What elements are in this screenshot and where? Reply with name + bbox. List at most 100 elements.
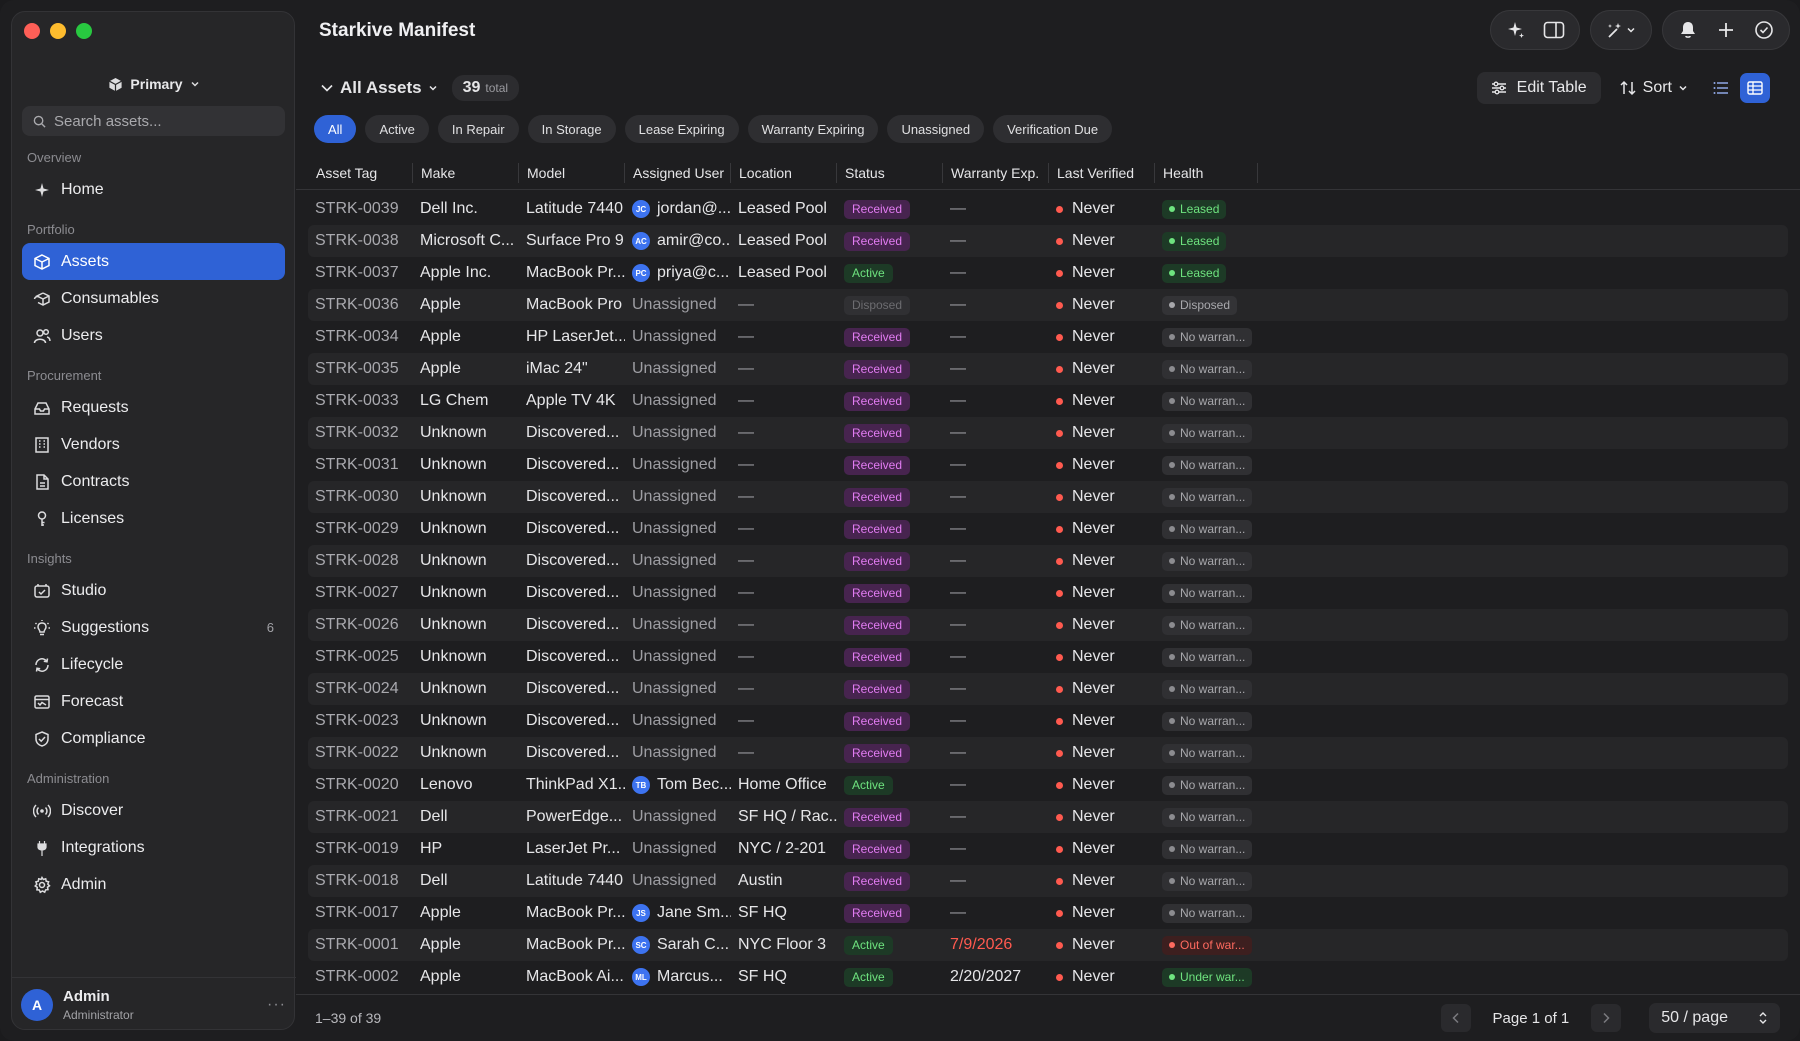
table-row[interactable]: STRK-0029 Unknown Discovered... Unassign…	[308, 513, 1788, 545]
sidebar-item-licenses[interactable]: Licenses	[22, 500, 285, 537]
user-profile[interactable]: A Admin Administrator ···	[12, 977, 296, 1031]
table-row[interactable]: STRK-0034 Apple HP LaserJet... Unassigne…	[308, 321, 1788, 353]
health-badge: No warran...	[1162, 743, 1253, 763]
filter-chip-in-repair[interactable]: In Repair	[437, 115, 519, 143]
sidebar-item-vendors[interactable]: Vendors	[22, 426, 285, 463]
filter-chip-warranty-expiring[interactable]: Warranty Expiring	[747, 115, 879, 143]
table-row[interactable]: STRK-0018 Dell Latitude 7440 Unassigned …	[308, 865, 1788, 897]
tasks-button[interactable]	[1747, 14, 1781, 46]
column-header-assigned-user[interactable]: Assigned User	[625, 163, 731, 183]
filter-chip-unassigned[interactable]: Unassigned	[887, 115, 985, 143]
sidebar-item-integrations[interactable]: Integrations	[22, 829, 285, 866]
toggle-panel-button[interactable]	[1537, 14, 1571, 46]
table-row[interactable]: STRK-0037 Apple Inc. MacBook Pr... PC pr…	[308, 257, 1788, 289]
notifications-button[interactable]	[1671, 14, 1705, 46]
assigned-user-cell: Unassigned	[625, 520, 731, 538]
table-row[interactable]: STRK-0036 Apple MacBook Pro Unassigned —…	[308, 289, 1788, 321]
per-page-select[interactable]: 50 / page	[1649, 1003, 1780, 1033]
table-row[interactable]: STRK-0039 Dell Inc. Latitude 7440 JC jor…	[308, 193, 1788, 225]
workspace-switcher[interactable]: Primary	[12, 76, 296, 92]
table-row[interactable]: STRK-0028 Unknown Discovered... Unassign…	[308, 545, 1788, 577]
sidebar-item-lifecycle[interactable]: Lifecycle	[22, 646, 285, 683]
filter-chip-in-storage[interactable]: In Storage	[527, 115, 616, 143]
table-row[interactable]: STRK-0031 Unknown Discovered... Unassign…	[308, 449, 1788, 481]
asset-tag: STRK-0022	[315, 744, 399, 761]
health-cell: No warran...	[1155, 487, 1258, 507]
sidebar-item-requests[interactable]: Requests	[22, 389, 285, 426]
sidebar-item-assets[interactable]: Assets	[22, 243, 285, 280]
table-row[interactable]: STRK-0002 Apple MacBook Ai... ML Marcus.…	[308, 961, 1788, 993]
assigned-user-cell: Unassigned	[625, 584, 731, 602]
minimize-window-button[interactable]	[50, 23, 66, 39]
next-page-button[interactable]	[1591, 1004, 1622, 1032]
health-badge: Disposed	[1162, 295, 1238, 315]
column-header-warranty-exp[interactable]: Warranty Exp.	[943, 163, 1049, 183]
location-cell: Leased Pool	[738, 200, 827, 217]
table-view-button[interactable]	[1740, 73, 1770, 103]
health-badge: No warran...	[1162, 551, 1253, 571]
assigned-user-name: Unassigned	[632, 872, 717, 889]
table-row[interactable]: STRK-0021 Dell PowerEdge... Unassigned S…	[308, 801, 1788, 833]
sidebar-item-suggestions[interactable]: Suggestions 6	[22, 609, 285, 646]
magic-wand-menu-button[interactable]	[1599, 14, 1643, 46]
column-header-location[interactable]: Location	[731, 163, 837, 183]
sidebar-item-label: Licenses	[61, 509, 125, 527]
prev-page-button[interactable]	[1440, 1004, 1471, 1032]
column-header-make[interactable]: Make	[413, 163, 519, 183]
column-header-last-verified[interactable]: Last Verified	[1049, 163, 1155, 183]
health-badge: No warran...	[1162, 903, 1253, 923]
sidebar-item-contracts[interactable]: Contracts	[22, 463, 285, 500]
filter-chip-lease-expiring[interactable]: Lease Expiring	[624, 115, 739, 143]
table-row[interactable]: STRK-0023 Unknown Discovered... Unassign…	[308, 705, 1788, 737]
sidebar-item-home[interactable]: Home	[22, 171, 285, 208]
table-row[interactable]: STRK-0022 Unknown Discovered... Unassign…	[308, 737, 1788, 769]
window-controls	[24, 23, 92, 39]
table-row[interactable]: STRK-0027 Unknown Discovered... Unassign…	[308, 577, 1788, 609]
table-row[interactable]: STRK-0033 LG Chem Apple TV 4K Unassigned…	[308, 385, 1788, 417]
table-row[interactable]: STRK-0035 Apple iMac 24" Unassigned — Re…	[308, 353, 1788, 385]
column-header-asset-tag[interactable]: Asset Tag	[308, 163, 413, 183]
sidebar-item-studio[interactable]: Studio	[22, 572, 285, 609]
asset-tag: STRK-0028	[315, 552, 399, 569]
last-verified-cell: Never	[1049, 424, 1155, 442]
table-row[interactable]: STRK-0017 Apple MacBook Pr... JS Jane Sm…	[308, 897, 1788, 929]
table-row[interactable]: STRK-0020 Lenovo ThinkPad X1... TB Tom B…	[308, 769, 1788, 801]
view-selector[interactable]: All Assets	[320, 78, 438, 98]
column-header-status[interactable]: Status	[837, 163, 943, 183]
sidebar-item-admin[interactable]: Admin	[22, 866, 285, 903]
sidebar-item-compliance[interactable]: Compliance	[22, 720, 285, 757]
list-view-button[interactable]	[1706, 73, 1736, 103]
more-options-icon[interactable]: ···	[267, 996, 286, 1013]
sidebar-item-consumables[interactable]: Consumables	[22, 280, 285, 317]
zoom-window-button[interactable]	[76, 23, 92, 39]
assigned-user-name: Unassigned	[632, 744, 717, 761]
filter-chip-all[interactable]: All	[314, 115, 357, 143]
table-row[interactable]: STRK-0024 Unknown Discovered... Unassign…	[308, 673, 1788, 705]
table-row[interactable]: STRK-0001 Apple MacBook Pr... SC Sarah C…	[308, 929, 1788, 961]
sidebar-item-users[interactable]: Users	[22, 317, 285, 354]
sidebar-item-discover[interactable]: Discover	[22, 792, 285, 829]
health-label: No warran...	[1180, 874, 1246, 888]
table-row[interactable]: STRK-0026 Unknown Discovered... Unassign…	[308, 609, 1788, 641]
table-row[interactable]: STRK-0025 Unknown Discovered... Unassign…	[308, 641, 1788, 673]
last-verified-cell: Never	[1049, 904, 1155, 922]
unverified-dot	[1056, 685, 1063, 693]
ai-sparkle-button[interactable]	[1499, 14, 1533, 46]
table-row[interactable]: STRK-0030 Unknown Discovered... Unassign…	[308, 481, 1788, 513]
filter-chip-active[interactable]: Active	[365, 115, 429, 143]
sidebar-item-forecast[interactable]: Forecast	[22, 683, 285, 720]
health-dot	[1169, 398, 1175, 404]
last-verified-value: Never	[1072, 360, 1115, 377]
assigned-user-cell: Unassigned	[625, 872, 731, 890]
edit-table-button[interactable]: Edit Table	[1476, 72, 1601, 104]
filter-chip-verification-due[interactable]: Verification Due	[993, 115, 1113, 143]
column-header-model[interactable]: Model	[519, 163, 625, 183]
search-input[interactable]	[54, 112, 274, 130]
close-window-button[interactable]	[24, 23, 40, 39]
add-button[interactable]	[1709, 14, 1743, 46]
table-row[interactable]: STRK-0038 Microsoft C... Surface Pro 9 A…	[308, 225, 1788, 257]
column-header-health[interactable]: Health	[1155, 163, 1258, 183]
sort-button[interactable]: Sort	[1613, 72, 1694, 104]
table-row[interactable]: STRK-0032 Unknown Discovered... Unassign…	[308, 417, 1788, 449]
table-row[interactable]: STRK-0019 HP LaserJet Pr... Unassigned N…	[308, 833, 1788, 865]
